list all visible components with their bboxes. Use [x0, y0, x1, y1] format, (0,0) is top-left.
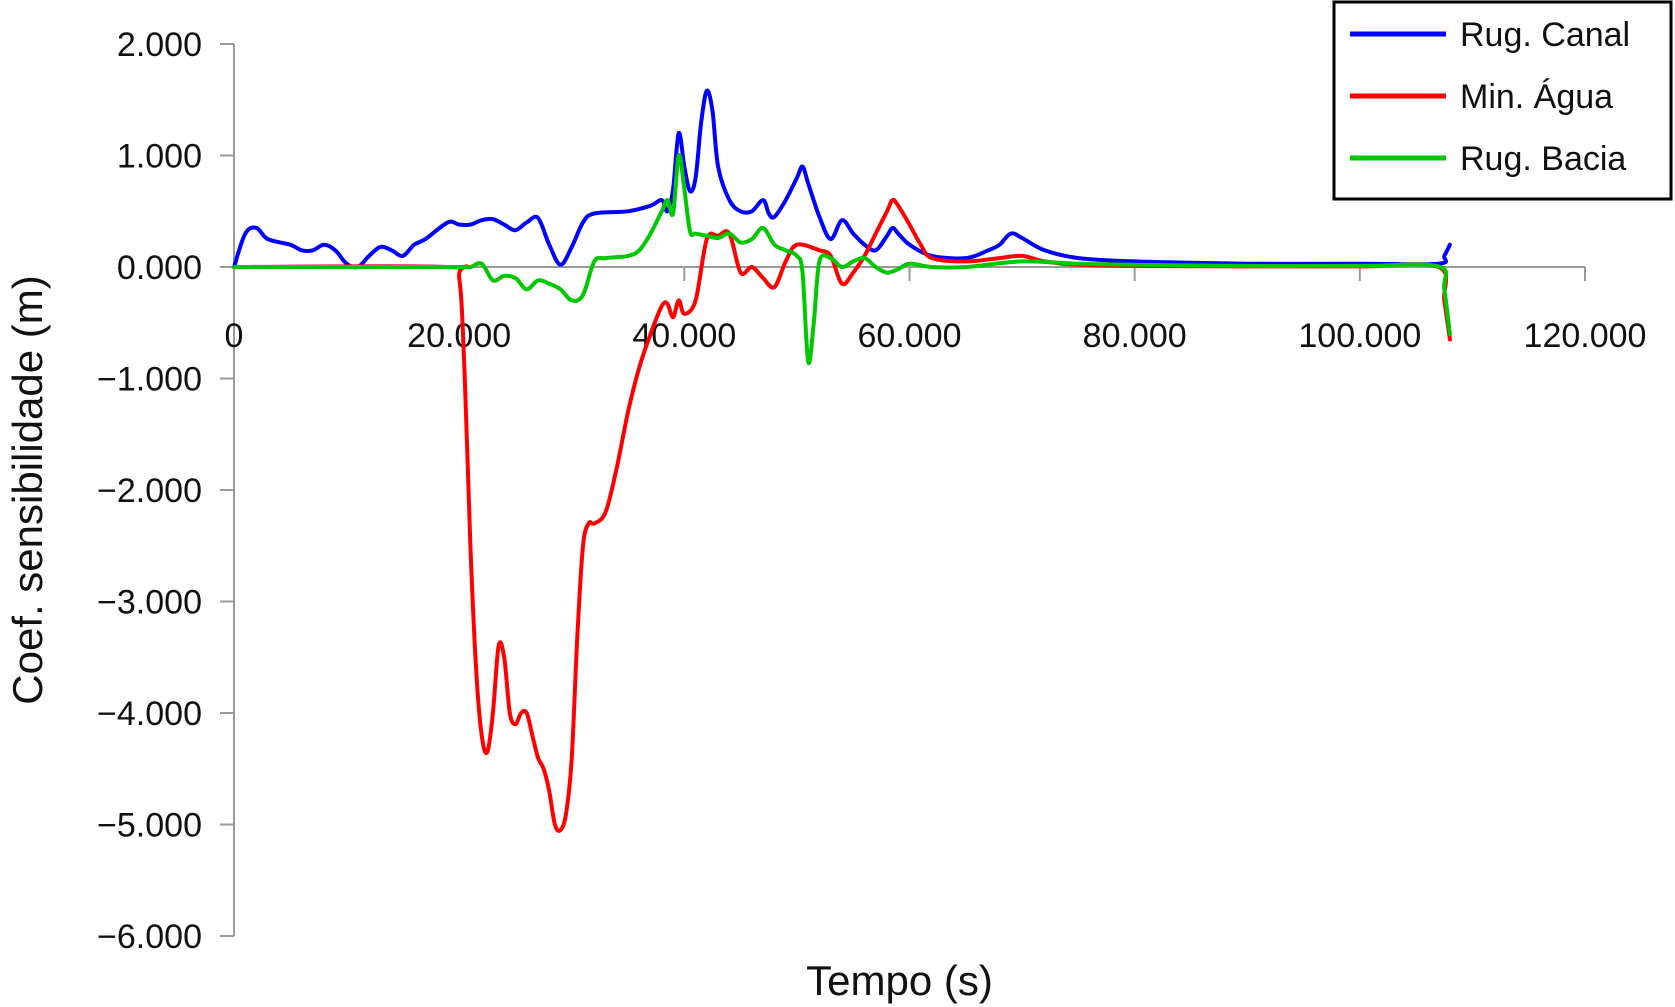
legend-item-rug-bacia: Rug. Bacia	[1350, 140, 1626, 178]
y-tick-label: −1.000	[97, 361, 202, 399]
series-lines	[232, 88, 1452, 833]
x-axis-title: Tempo (s)	[806, 957, 993, 1004]
legend-items: Rug. Canal Min. Água Rug. Bacia	[1350, 16, 1630, 178]
series-line-rug-bacia	[232, 153, 1452, 366]
y-tick-label: 2.000	[117, 26, 202, 64]
y-tick-label: −6.000	[97, 918, 202, 956]
y-tick-label: 1.000	[117, 138, 202, 176]
legend-label: Rug. Canal	[1460, 16, 1630, 54]
y-tick-label: −4.000	[97, 695, 202, 733]
x-tick-label: 60.000	[858, 317, 962, 355]
series-line-rug-canal	[232, 88, 1452, 270]
y-tick-label: −5.000	[97, 807, 202, 845]
legend: Rug. Canal Min. Água Rug. Bacia	[1332, 0, 1673, 201]
x-tick-label: 0	[225, 317, 244, 355]
y-tick-label: −2.000	[97, 472, 202, 510]
legend-label: Rug. Bacia	[1460, 140, 1626, 178]
x-tick-label: 100.000	[1298, 317, 1421, 355]
y-axis-title: Coef. sensibilidade (m)	[4, 275, 51, 705]
x-tick-label: 20.000	[407, 317, 511, 355]
legend-item-min-agua: Min. Água	[1350, 78, 1613, 116]
legend-item-rug-canal: Rug. Canal	[1350, 16, 1630, 54]
x-tick-label: 80.000	[1083, 317, 1187, 355]
y-tick-label: 0.000	[117, 249, 202, 287]
series-line-min-agua	[232, 197, 1452, 833]
y-tick-label: −3.000	[97, 584, 202, 622]
tick-labels: 2.000 1.000 0.000 −1.000 −2.000 −3.000 −4.000 −…	[97, 26, 1646, 956]
x-tick-label: 120.000	[1524, 317, 1647, 355]
legend-label: Min. Água	[1460, 78, 1613, 116]
